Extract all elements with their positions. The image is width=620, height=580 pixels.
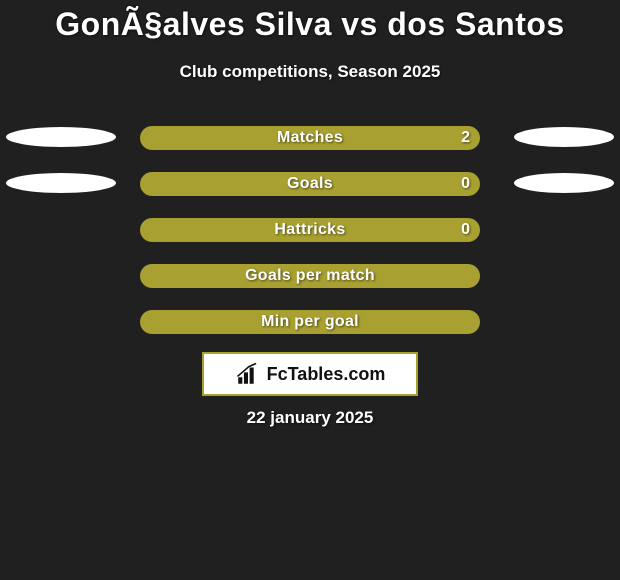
- footer-date: 22 january 2025: [0, 408, 620, 428]
- stat-value: 2: [461, 126, 470, 150]
- stat-row: Matches2: [0, 126, 620, 150]
- stat-row: Goals per match: [0, 264, 620, 288]
- subtitle: Club competitions, Season 2025: [0, 62, 620, 82]
- stat-label: Goals per match: [140, 264, 480, 288]
- stat-row: Min per goal: [0, 310, 620, 334]
- stat-bar: Goals per match: [140, 264, 480, 288]
- stat-label: Min per goal: [140, 310, 480, 334]
- stat-bar: Goals0: [140, 172, 480, 196]
- page-title: GonÃ§alves Silva vs dos Santos: [0, 6, 620, 43]
- player-left-marker: [6, 127, 116, 147]
- comparison-infographic: GonÃ§alves Silva vs dos Santos Club comp…: [0, 0, 620, 580]
- stat-bar: Matches2: [140, 126, 480, 150]
- stat-rows: Matches2Goals0Hattricks0Goals per matchM…: [0, 126, 620, 356]
- player-left-marker: [6, 173, 116, 193]
- bar-chart-icon: [235, 361, 261, 387]
- player-right-marker: [514, 173, 614, 193]
- stat-bar: Min per goal: [140, 310, 480, 334]
- stat-row: Hattricks0: [0, 218, 620, 242]
- logo-text: FcTables.com: [267, 364, 386, 385]
- stat-label: Goals: [140, 172, 480, 196]
- stat-bar: Hattricks0: [140, 218, 480, 242]
- player-right-marker: [514, 127, 614, 147]
- stat-value: 0: [461, 172, 470, 196]
- stat-label: Matches: [140, 126, 480, 150]
- stat-value: 0: [461, 218, 470, 242]
- stat-row: Goals0: [0, 172, 620, 196]
- site-logo: FcTables.com: [202, 352, 418, 396]
- stat-label: Hattricks: [140, 218, 480, 242]
